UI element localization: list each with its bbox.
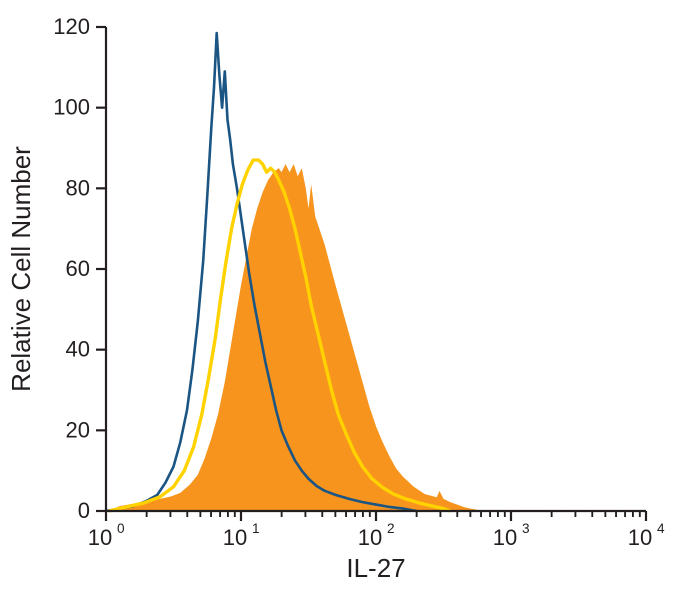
svg-text:10: 10 bbox=[358, 525, 382, 550]
y-tick-label: 40 bbox=[66, 337, 90, 362]
svg-text:10: 10 bbox=[493, 525, 517, 550]
y-axis-label: Relative Cell Number bbox=[6, 146, 36, 392]
y-tick-label: 100 bbox=[53, 95, 90, 120]
y-tick-label: 80 bbox=[66, 175, 90, 200]
flow-cytometry-histogram: 020406080100120100101102103104IL-27Relat… bbox=[0, 0, 694, 615]
svg-text:10: 10 bbox=[223, 525, 247, 550]
chart-svg: 020406080100120100101102103104IL-27Relat… bbox=[0, 0, 694, 610]
svg-text:3: 3 bbox=[522, 521, 530, 536]
svg-text:10: 10 bbox=[628, 525, 652, 550]
y-tick-label: 20 bbox=[66, 417, 90, 442]
svg-text:0: 0 bbox=[117, 521, 125, 536]
svg-text:1: 1 bbox=[252, 521, 260, 536]
x-axis-label: IL-27 bbox=[346, 553, 405, 583]
svg-text:4: 4 bbox=[657, 521, 665, 536]
y-tick-label: 60 bbox=[66, 256, 90, 281]
y-tick-label: 0 bbox=[78, 498, 90, 523]
svg-text:2: 2 bbox=[387, 521, 395, 536]
y-tick-label: 120 bbox=[53, 14, 90, 39]
svg-text:10: 10 bbox=[88, 525, 112, 550]
